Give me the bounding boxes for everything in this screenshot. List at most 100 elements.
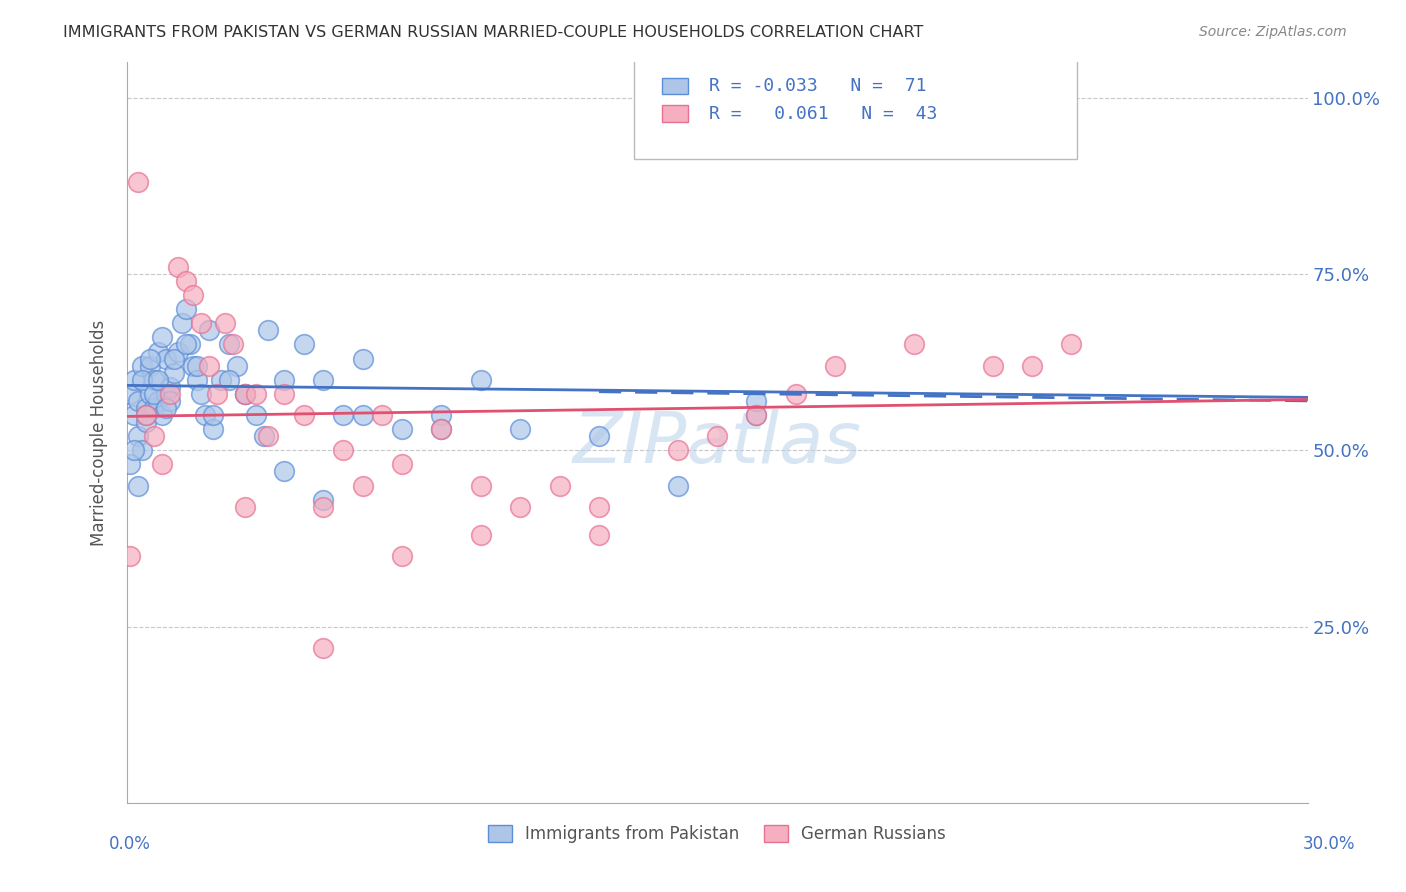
Point — [509, 500, 531, 514]
Point — [391, 549, 413, 563]
Point — [588, 429, 610, 443]
Point — [205, 387, 228, 401]
Point — [981, 359, 1004, 373]
Point — [218, 373, 240, 387]
Point — [190, 316, 212, 330]
Point — [202, 408, 225, 422]
Point — [1021, 359, 1043, 373]
Point — [233, 387, 256, 401]
Point — [430, 422, 453, 436]
Point — [332, 443, 354, 458]
Text: R = -0.033   N =  71: R = -0.033 N = 71 — [709, 77, 927, 95]
Point — [233, 387, 256, 401]
Point — [155, 387, 177, 401]
Point — [209, 373, 232, 387]
Point — [233, 387, 256, 401]
Point — [371, 408, 394, 422]
Point — [163, 351, 186, 366]
Point — [174, 274, 197, 288]
Point — [186, 359, 208, 373]
Point — [143, 387, 166, 401]
Point — [174, 302, 197, 317]
Text: Source: ZipAtlas.com: Source: ZipAtlas.com — [1199, 25, 1347, 39]
Point — [135, 408, 157, 422]
Point — [150, 408, 173, 422]
Y-axis label: Married-couple Households: Married-couple Households — [90, 319, 108, 546]
FancyBboxPatch shape — [662, 105, 688, 121]
Point — [186, 373, 208, 387]
Point — [745, 408, 768, 422]
Point — [470, 373, 492, 387]
Point — [146, 344, 169, 359]
Point — [150, 458, 173, 472]
Point — [222, 337, 245, 351]
Point — [292, 337, 315, 351]
Point — [706, 429, 728, 443]
Point — [903, 337, 925, 351]
Point — [214, 316, 236, 330]
Point — [257, 323, 280, 337]
Point — [352, 408, 374, 422]
Point — [391, 458, 413, 472]
Point — [150, 330, 173, 344]
Point — [146, 393, 169, 408]
Point — [124, 408, 146, 422]
Point — [785, 387, 807, 401]
Point — [143, 401, 166, 415]
Point — [120, 549, 142, 563]
Point — [127, 175, 149, 189]
Point — [666, 443, 689, 458]
Point — [139, 359, 162, 373]
Point — [159, 380, 181, 394]
Point — [183, 288, 205, 302]
Point — [166, 344, 188, 359]
Point — [135, 408, 157, 422]
Text: 30.0%: 30.0% — [1302, 835, 1355, 853]
Point — [225, 359, 247, 373]
Point — [139, 351, 162, 366]
Point — [548, 478, 571, 492]
Text: IMMIGRANTS FROM PAKISTAN VS GERMAN RUSSIAN MARRIED-COUPLE HOUSEHOLDS CORRELATION: IMMIGRANTS FROM PAKISTAN VS GERMAN RUSSI… — [63, 25, 924, 40]
Point — [202, 422, 225, 436]
Point — [127, 478, 149, 492]
Point — [143, 373, 166, 387]
Point — [166, 260, 188, 274]
Point — [292, 408, 315, 422]
Point — [745, 408, 768, 422]
FancyBboxPatch shape — [634, 59, 1077, 159]
Point — [666, 478, 689, 492]
Point — [352, 478, 374, 492]
Point — [135, 415, 157, 429]
Point — [127, 393, 149, 408]
Legend: Immigrants from Pakistan, German Russians: Immigrants from Pakistan, German Russian… — [482, 819, 952, 850]
Point — [198, 359, 221, 373]
Point — [190, 387, 212, 401]
Point — [120, 458, 142, 472]
Point — [245, 387, 267, 401]
Point — [588, 500, 610, 514]
Point — [174, 337, 197, 351]
Text: ZIPatlas: ZIPatlas — [572, 409, 862, 478]
Point — [198, 323, 221, 337]
Point — [194, 408, 217, 422]
Point — [312, 500, 335, 514]
Point — [146, 373, 169, 387]
Point — [509, 422, 531, 436]
Point — [179, 337, 201, 351]
Point — [1060, 337, 1083, 351]
Point — [170, 316, 193, 330]
Point — [131, 443, 153, 458]
Point — [124, 373, 146, 387]
Point — [131, 373, 153, 387]
Point — [430, 422, 453, 436]
Point — [218, 337, 240, 351]
Point — [312, 640, 335, 655]
Point — [273, 387, 295, 401]
Point — [127, 429, 149, 443]
Point — [312, 492, 335, 507]
Point — [588, 528, 610, 542]
Point — [745, 393, 768, 408]
Point — [312, 373, 335, 387]
Point — [332, 408, 354, 422]
Point — [233, 500, 256, 514]
